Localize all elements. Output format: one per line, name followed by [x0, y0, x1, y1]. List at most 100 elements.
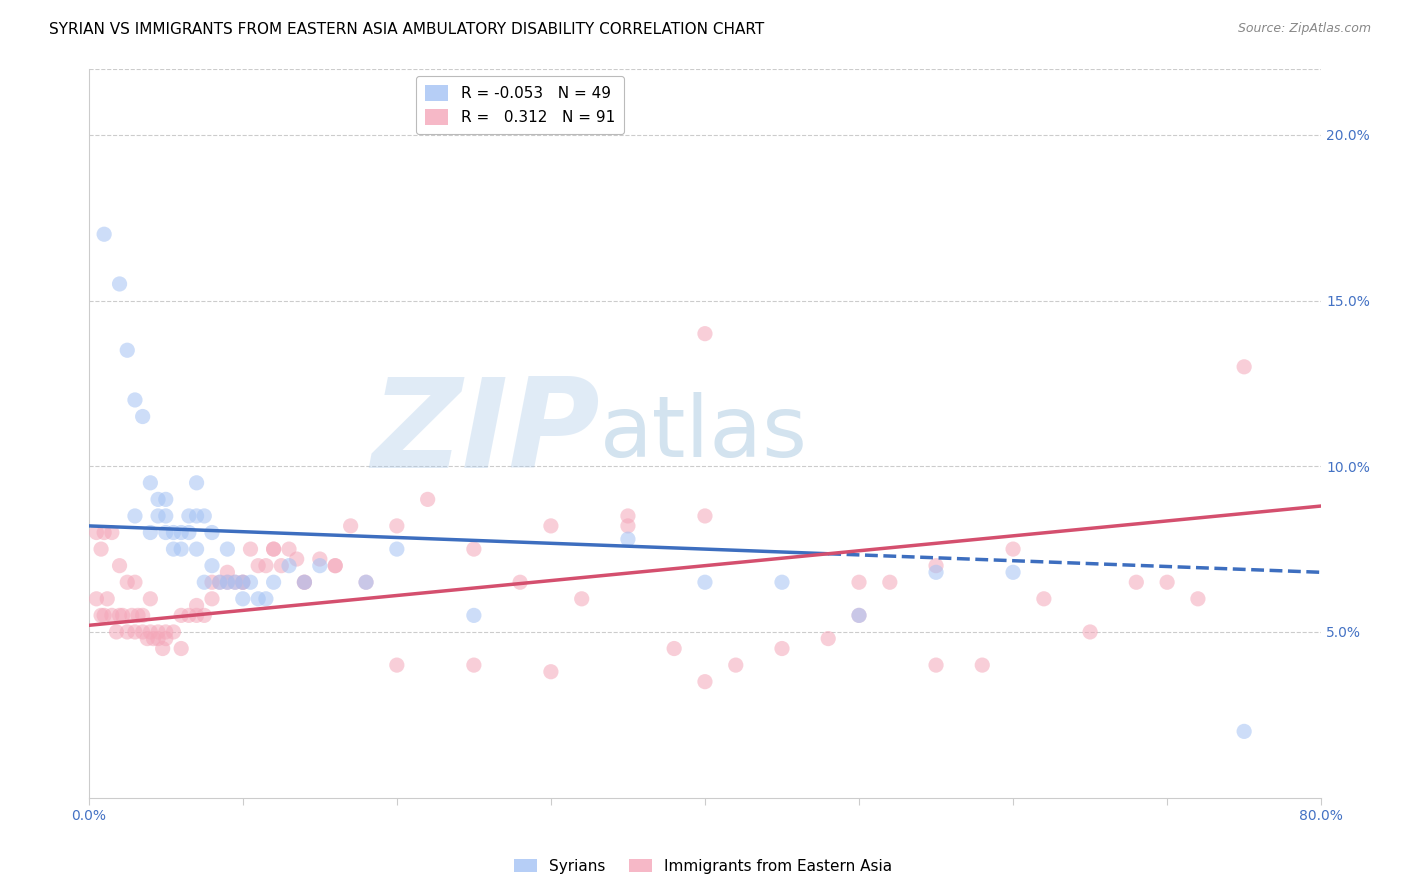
- Point: [86, 591, 108, 606]
- Point: [93, 608, 115, 623]
- Point: [208, 575, 231, 590]
- Point: [1156, 575, 1178, 590]
- Point: [770, 575, 793, 590]
- Point: [131, 624, 153, 639]
- Point: [170, 608, 193, 623]
- Point: [142, 632, 165, 646]
- Point: [1125, 575, 1147, 590]
- Point: [239, 575, 262, 590]
- Point: [270, 558, 292, 573]
- Point: [108, 608, 131, 623]
- Point: [105, 624, 128, 639]
- Point: [662, 641, 685, 656]
- Point: [146, 624, 169, 639]
- Point: [232, 575, 254, 590]
- Point: [848, 608, 870, 623]
- Text: SYRIAN VS IMMIGRANTS FROM EASTERN ASIA AMBULATORY DISABILITY CORRELATION CHART: SYRIAN VS IMMIGRANTS FROM EASTERN ASIA A…: [49, 22, 765, 37]
- Point: [162, 542, 184, 557]
- Point: [152, 641, 174, 656]
- Point: [925, 658, 948, 673]
- Point: [693, 326, 716, 341]
- Point: [131, 409, 153, 424]
- Point: [463, 608, 485, 623]
- Point: [155, 492, 177, 507]
- Point: [385, 658, 408, 673]
- Point: [124, 575, 146, 590]
- Point: [509, 575, 531, 590]
- Point: [170, 542, 193, 557]
- Point: [294, 575, 316, 590]
- Point: [925, 558, 948, 573]
- Point: [278, 558, 301, 573]
- Point: [131, 608, 153, 623]
- Point: [848, 575, 870, 590]
- Point: [263, 542, 285, 557]
- Point: [193, 575, 215, 590]
- Point: [354, 575, 377, 590]
- Point: [254, 558, 277, 573]
- Point: [93, 227, 115, 242]
- Point: [385, 542, 408, 557]
- Point: [208, 575, 231, 590]
- Point: [693, 575, 716, 590]
- Point: [1002, 566, 1025, 580]
- Point: [463, 542, 485, 557]
- Point: [121, 608, 143, 623]
- Point: [155, 525, 177, 540]
- Point: [146, 508, 169, 523]
- Point: [339, 519, 361, 533]
- Point: [170, 641, 193, 656]
- Point: [96, 591, 118, 606]
- Point: [117, 624, 139, 639]
- Point: [232, 591, 254, 606]
- Point: [186, 508, 208, 523]
- Point: [693, 674, 716, 689]
- Point: [101, 608, 124, 623]
- Point: [416, 492, 439, 507]
- Point: [193, 608, 215, 623]
- Point: [247, 558, 270, 573]
- Point: [186, 608, 208, 623]
- Point: [155, 624, 177, 639]
- Point: [155, 508, 177, 523]
- Point: [879, 575, 901, 590]
- Point: [155, 632, 177, 646]
- Point: [186, 542, 208, 557]
- Point: [177, 525, 200, 540]
- Point: [186, 475, 208, 490]
- Point: [146, 492, 169, 507]
- Point: [693, 508, 716, 523]
- Point: [1032, 591, 1054, 606]
- Point: [93, 525, 115, 540]
- Point: [224, 575, 246, 590]
- Point: [124, 392, 146, 407]
- Point: [232, 575, 254, 590]
- Point: [139, 624, 162, 639]
- Point: [146, 632, 169, 646]
- Point: [201, 591, 224, 606]
- Point: [86, 525, 108, 540]
- Point: [170, 525, 193, 540]
- Point: [217, 542, 239, 557]
- Point: [186, 599, 208, 613]
- Point: [239, 542, 262, 557]
- Point: [224, 575, 246, 590]
- Point: [1078, 624, 1101, 639]
- Point: [90, 542, 112, 557]
- Point: [127, 608, 149, 623]
- Point: [139, 525, 162, 540]
- Point: [124, 624, 146, 639]
- Point: [111, 608, 134, 623]
- Point: [323, 558, 346, 573]
- Point: [770, 641, 793, 656]
- Text: ZIP: ZIP: [371, 373, 600, 493]
- Point: [247, 591, 270, 606]
- Point: [540, 665, 562, 679]
- Point: [1233, 359, 1256, 374]
- Point: [193, 508, 215, 523]
- Point: [285, 552, 308, 566]
- Point: [136, 632, 159, 646]
- Point: [1233, 724, 1256, 739]
- Point: [308, 552, 330, 566]
- Point: [308, 558, 330, 573]
